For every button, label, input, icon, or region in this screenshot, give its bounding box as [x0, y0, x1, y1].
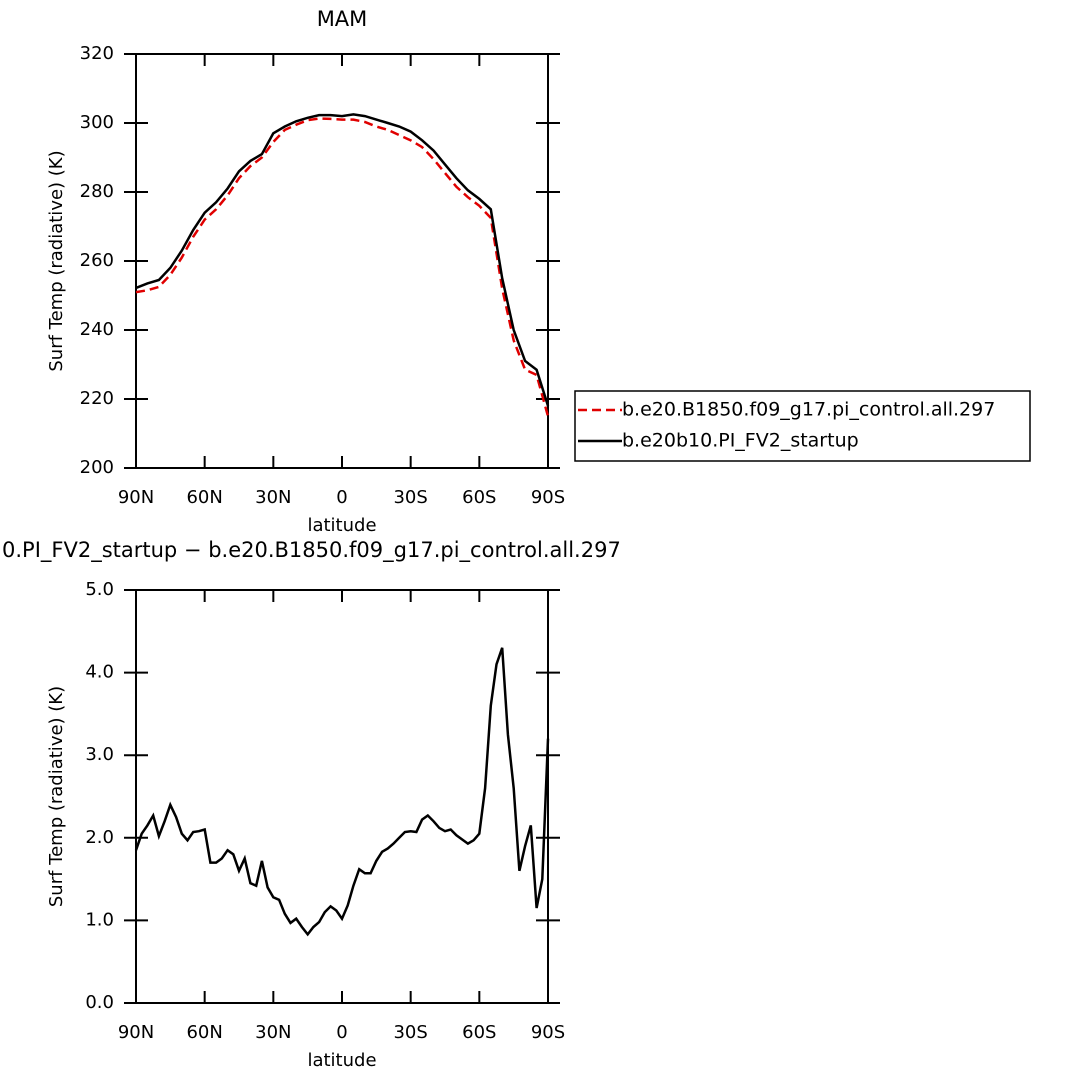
y-tick-label: 200	[80, 457, 114, 478]
x-axis-label: latitude	[307, 1050, 376, 1071]
y-tick-label: 0.0	[85, 992, 114, 1013]
y-tick-label: 2.0	[85, 827, 114, 848]
x-tick-label: 0	[336, 487, 347, 508]
x-tick-label: 90N	[118, 487, 154, 508]
data-line	[134, 647, 550, 937]
y-axis-label: Surf Temp (radiative) (K)	[46, 686, 67, 907]
chart-title: 0.PI_FV2_startup − b.e20.B1850.f09_g17.p…	[2, 538, 621, 563]
x-tick-label: 90S	[531, 487, 565, 508]
x-tick-label: 90N	[118, 1022, 154, 1043]
y-tick-label: 260	[80, 250, 114, 271]
x-tick-label: 90S	[531, 1022, 565, 1043]
x-tick-label: 0	[336, 1022, 347, 1043]
data-line	[135, 113, 550, 407]
y-tick-label: 320	[80, 43, 114, 64]
y-tick-label: 280	[80, 181, 114, 202]
legend-box	[574, 390, 1031, 462]
x-tick-label: 30N	[255, 1022, 291, 1043]
x-tick-label: 60S	[462, 487, 496, 508]
chart-title: MAM	[317, 7, 368, 31]
legend-label: b.e20b10.PI_FV2_startup	[622, 430, 859, 452]
y-tick-label: 240	[80, 319, 114, 340]
data-line	[135, 117, 550, 417]
x-tick-label: 60N	[186, 487, 222, 508]
y-tick-label: 5.0	[85, 579, 114, 600]
x-tick-label: 30S	[393, 1022, 427, 1043]
y-axis-label: Surf Temp (radiative) (K)	[46, 150, 67, 371]
y-tick-label: 300	[80, 112, 114, 133]
x-axis-label: latitude	[307, 515, 376, 536]
y-tick-label: 4.0	[85, 662, 114, 683]
y-tick-label: 220	[80, 388, 114, 409]
legend-label: b.e20.B1850.f09_g17.pi_control.all.297	[622, 399, 995, 421]
x-tick-label: 30N	[255, 487, 291, 508]
plot-frame	[135, 589, 549, 1004]
y-tick-label: 3.0	[85, 744, 114, 765]
x-tick-label: 60N	[186, 1022, 222, 1043]
x-tick-label: 30S	[393, 487, 427, 508]
x-tick-label: 60S	[462, 1022, 496, 1043]
y-tick-label: 1.0	[85, 909, 114, 930]
